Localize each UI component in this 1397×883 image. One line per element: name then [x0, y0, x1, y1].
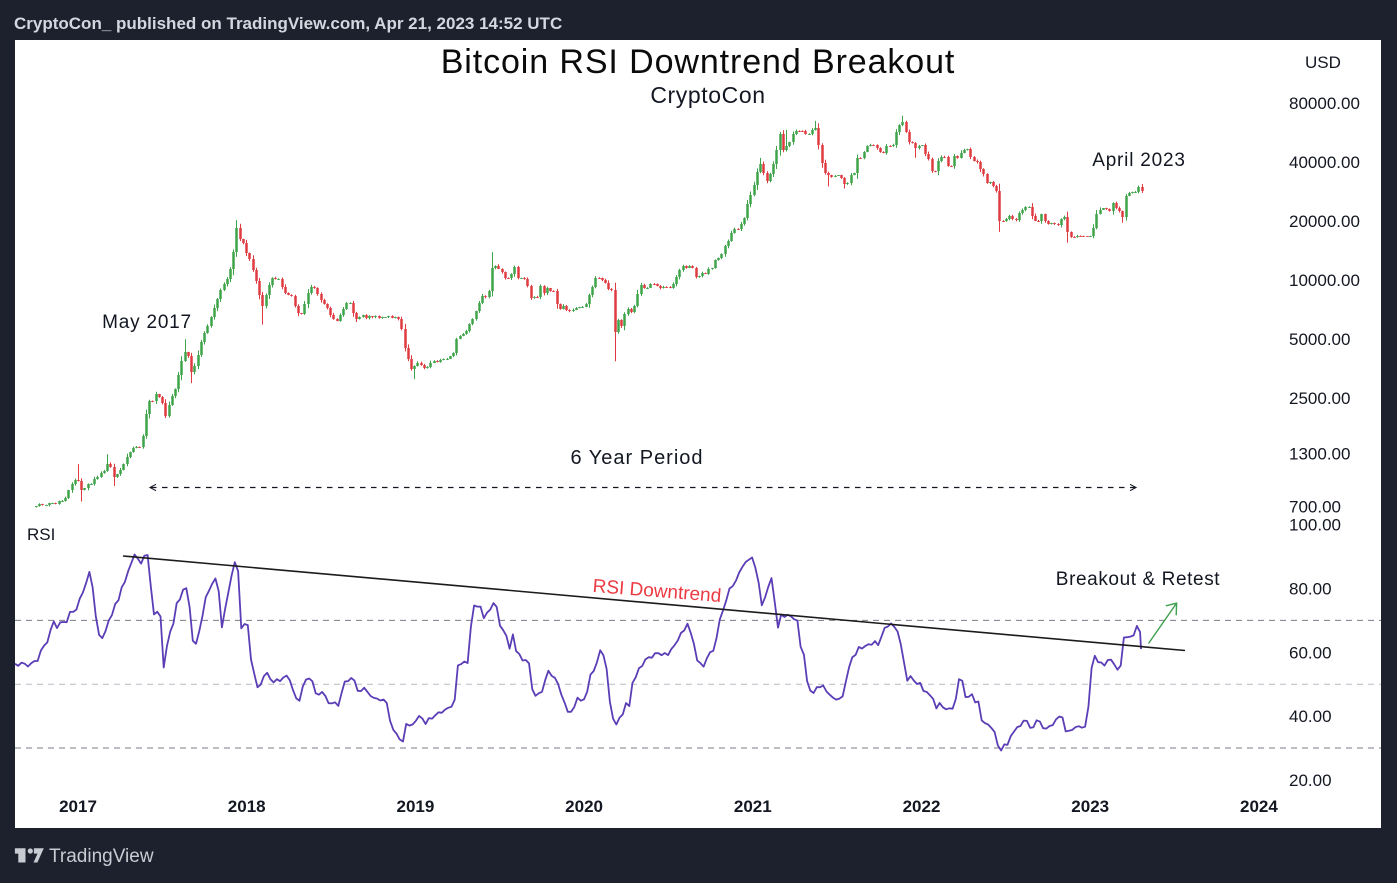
svg-text:2017: 2017: [59, 797, 97, 816]
svg-text:USD: USD: [1305, 53, 1341, 72]
svg-text:40.00: 40.00: [1289, 707, 1332, 726]
svg-text:20000.00: 20000.00: [1289, 212, 1360, 231]
svg-text:20.00: 20.00: [1289, 771, 1332, 790]
svg-text:700.00: 700.00: [1289, 497, 1341, 516]
svg-text:Breakout & Retest: Breakout & Retest: [1056, 569, 1221, 590]
svg-text:80.00: 80.00: [1289, 580, 1332, 599]
svg-text:April 2023: April 2023: [1092, 150, 1186, 171]
svg-text:2018: 2018: [228, 797, 266, 816]
svg-text:2021: 2021: [734, 797, 772, 816]
svg-text:TradingView: TradingView: [49, 846, 154, 867]
svg-text:5000.00: 5000.00: [1289, 330, 1350, 349]
svg-text:60.00: 60.00: [1289, 643, 1332, 662]
svg-text:2022: 2022: [903, 797, 941, 816]
svg-text:6 Year Period: 6 Year Period: [570, 447, 703, 469]
svg-text:2020: 2020: [565, 797, 603, 816]
svg-text:100.00: 100.00: [1289, 516, 1341, 535]
svg-text:40000.00: 40000.00: [1289, 153, 1360, 172]
svg-text:Bitcoin RSI Downtrend Breakout: Bitcoin RSI Downtrend Breakout: [441, 43, 956, 81]
svg-text:10000.00: 10000.00: [1289, 271, 1360, 290]
svg-text:2023: 2023: [1071, 797, 1109, 816]
svg-text:May 2017: May 2017: [102, 312, 192, 333]
svg-text:RSI: RSI: [27, 525, 55, 544]
svg-text:1300.00: 1300.00: [1289, 445, 1350, 464]
svg-text:2500.00: 2500.00: [1289, 389, 1350, 408]
svg-text:80000.00: 80000.00: [1289, 94, 1360, 113]
svg-text:CryptoCon: CryptoCon: [650, 82, 765, 108]
svg-text:2019: 2019: [396, 797, 434, 816]
svg-text:2024: 2024: [1240, 797, 1278, 816]
svg-text:CryptoCon_ published on Tradin: CryptoCon_ published on TradingView.com,…: [14, 14, 562, 33]
